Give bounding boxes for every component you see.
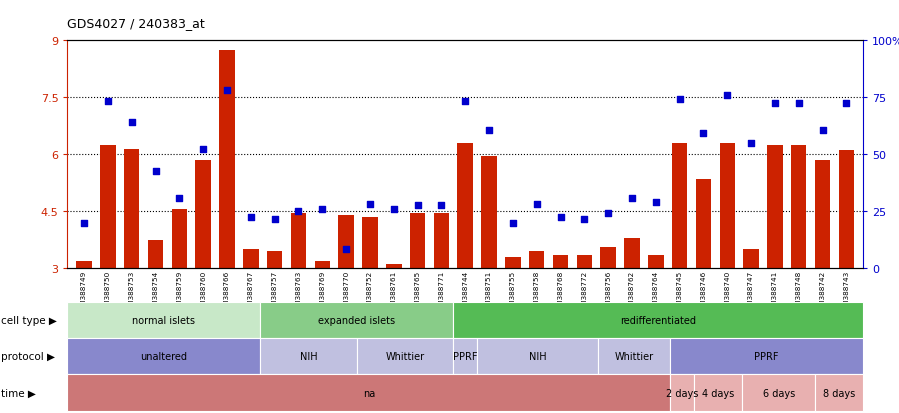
Bar — [433, 214, 450, 268]
Text: protocol ▶: protocol ▶ — [1, 351, 55, 361]
Text: Whittier: Whittier — [614, 351, 654, 361]
Text: PPRF: PPRF — [754, 351, 779, 361]
Bar — [362, 217, 378, 268]
Point — [577, 216, 592, 223]
Point — [553, 214, 567, 221]
Point — [720, 93, 734, 100]
Point — [815, 127, 830, 133]
Point — [458, 99, 473, 105]
Text: normal islets: normal islets — [132, 315, 195, 325]
Bar — [791, 145, 806, 268]
Text: redifferentiated: redifferentiated — [620, 315, 696, 325]
Point — [125, 119, 139, 126]
Text: expanded islets: expanded islets — [318, 315, 396, 325]
Text: na: na — [362, 388, 375, 398]
Bar — [338, 216, 354, 268]
Text: 4 days: 4 days — [702, 388, 734, 398]
Point — [601, 210, 615, 217]
Point — [743, 140, 758, 147]
Point — [648, 199, 663, 206]
Point — [505, 220, 520, 226]
Bar — [839, 151, 854, 268]
Text: Whittier: Whittier — [386, 351, 424, 361]
Bar — [76, 261, 92, 268]
Bar — [315, 261, 330, 268]
Point — [244, 214, 258, 221]
Bar — [481, 157, 497, 268]
Text: NIH: NIH — [529, 351, 547, 361]
Point — [173, 195, 187, 202]
Bar — [100, 145, 116, 268]
Text: NIH: NIH — [299, 351, 317, 361]
Point — [768, 100, 782, 107]
Point — [791, 100, 806, 107]
Point — [291, 208, 306, 215]
Bar — [624, 238, 640, 268]
Bar — [505, 257, 521, 268]
Text: 6 days: 6 days — [762, 388, 795, 398]
Bar — [267, 252, 282, 268]
Bar — [648, 255, 663, 268]
Point — [839, 100, 853, 107]
Text: unaltered: unaltered — [140, 351, 187, 361]
Point — [363, 201, 378, 207]
Bar — [243, 249, 259, 268]
Point — [672, 97, 687, 103]
Text: 8 days: 8 days — [823, 388, 855, 398]
Text: 2 days: 2 days — [666, 388, 699, 398]
Point — [220, 87, 235, 94]
Text: cell type ▶: cell type ▶ — [1, 315, 57, 325]
Bar — [743, 249, 759, 268]
Point — [530, 201, 544, 207]
Bar — [696, 180, 711, 268]
Bar — [124, 149, 139, 268]
Bar — [290, 214, 307, 268]
Point — [696, 131, 710, 138]
Point — [482, 127, 496, 133]
Bar — [529, 252, 545, 268]
Bar — [219, 51, 235, 268]
Point — [77, 220, 92, 226]
Bar — [147, 240, 164, 268]
Point — [339, 246, 353, 253]
Point — [387, 206, 401, 213]
Bar — [386, 265, 402, 268]
Bar — [601, 248, 616, 268]
Point — [101, 99, 115, 105]
Bar — [410, 214, 425, 268]
Point — [625, 195, 639, 202]
Text: PPRF: PPRF — [453, 351, 477, 361]
Bar — [172, 210, 187, 268]
Point — [148, 169, 163, 175]
Point — [196, 146, 210, 152]
Bar — [767, 145, 783, 268]
Bar — [458, 143, 473, 268]
Bar — [672, 143, 688, 268]
Text: GDS4027 / 240383_at: GDS4027 / 240383_at — [67, 17, 205, 29]
Bar — [576, 255, 592, 268]
Bar — [719, 143, 735, 268]
Bar — [553, 255, 568, 268]
Point — [316, 206, 330, 213]
Bar — [814, 161, 831, 268]
Bar — [195, 161, 211, 268]
Text: time ▶: time ▶ — [1, 388, 36, 398]
Point — [434, 203, 449, 209]
Point — [411, 203, 425, 209]
Point — [268, 216, 282, 223]
